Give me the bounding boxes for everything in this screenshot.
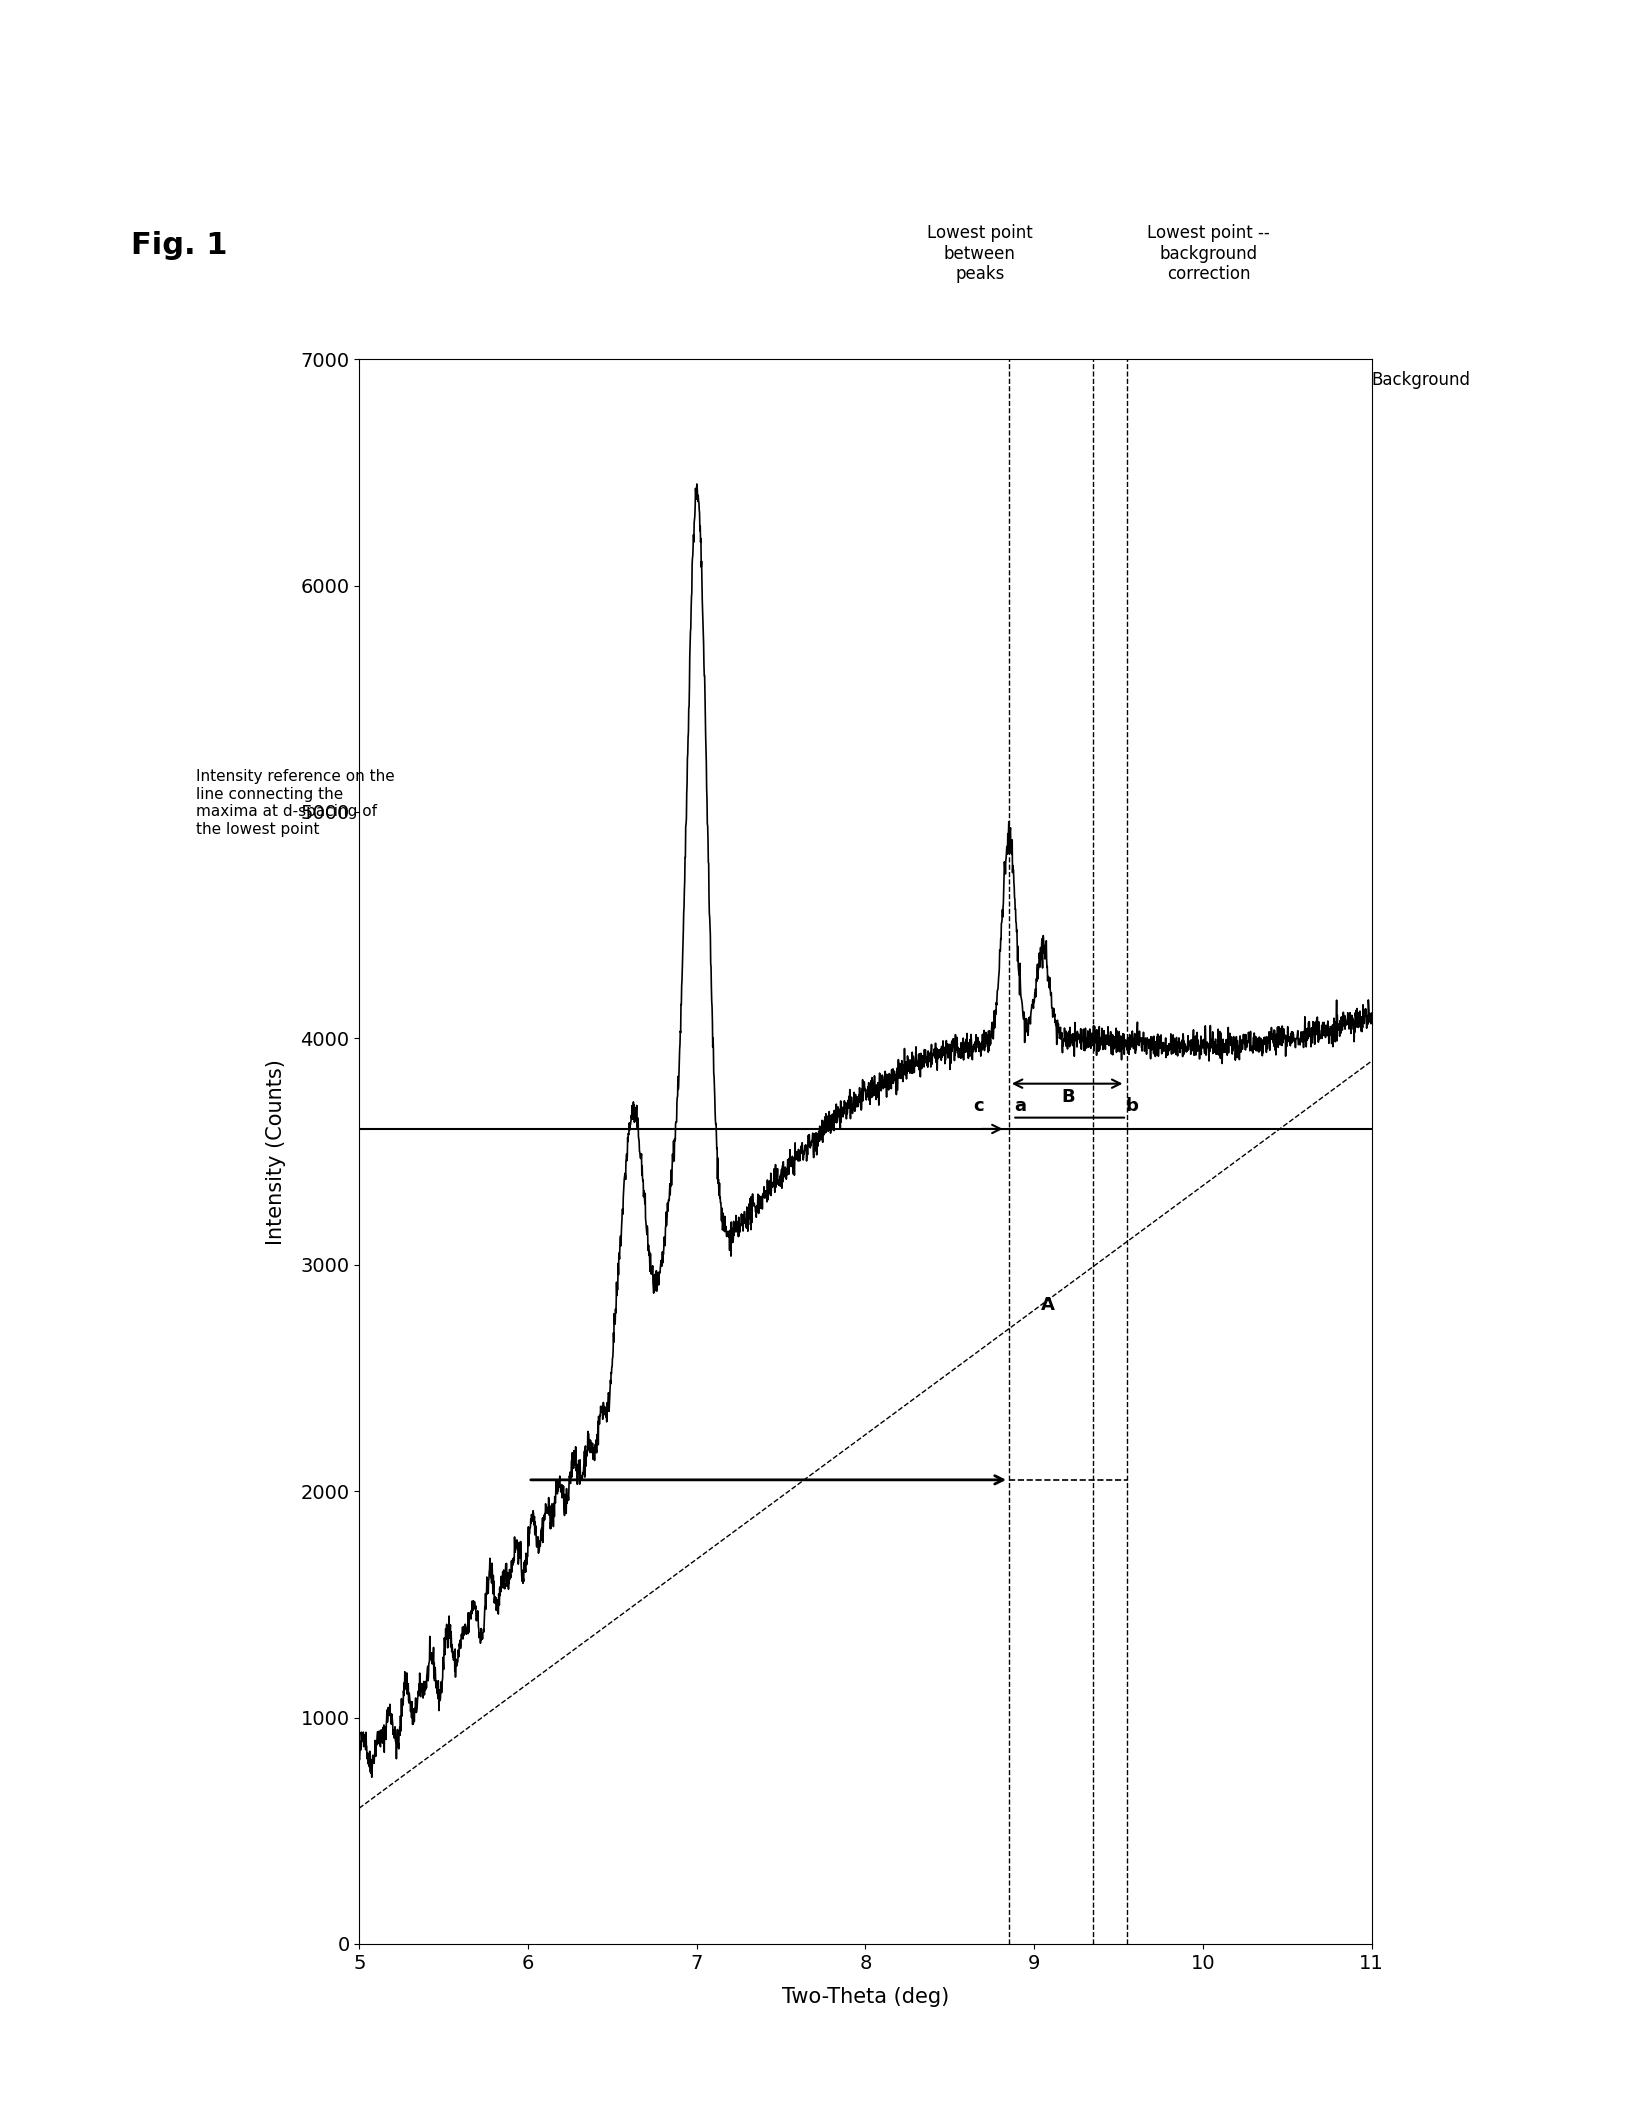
Text: Fig. 1: Fig. 1 bbox=[131, 230, 227, 260]
Text: Background: Background bbox=[1371, 372, 1469, 389]
X-axis label: Two-Theta (deg): Two-Theta (deg) bbox=[782, 1986, 948, 2007]
Y-axis label: Intensity (Counts): Intensity (Counts) bbox=[266, 1059, 286, 1245]
Text: a: a bbox=[1013, 1097, 1027, 1116]
Text: B: B bbox=[1061, 1088, 1074, 1105]
Text: c: c bbox=[973, 1097, 982, 1116]
Text: Lowest point
between
peaks: Lowest point between peaks bbox=[927, 224, 1031, 283]
Text: b: b bbox=[1124, 1097, 1138, 1116]
Text: A: A bbox=[1040, 1295, 1054, 1314]
Text: Lowest point --
background
correction: Lowest point -- background correction bbox=[1146, 224, 1270, 283]
Text: Intensity reference on the
line connecting the
maxima at d-spacing of
the lowest: Intensity reference on the line connecti… bbox=[196, 769, 395, 837]
